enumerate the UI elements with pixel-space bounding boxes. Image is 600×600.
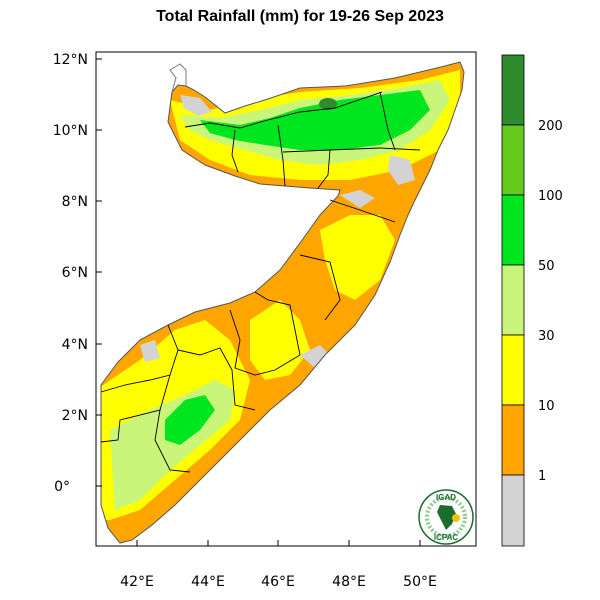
logo-top-text: IGAD	[436, 493, 456, 502]
colorbar-swatch-over-200	[501, 54, 525, 126]
colorbar-swatch-30-50	[501, 264, 525, 336]
somalia-outline	[100, 61, 465, 544]
rain-zone-10-30-east	[320, 215, 395, 300]
colorbar-swatch-100-200	[501, 124, 525, 196]
colorbar-label: 100	[538, 189, 563, 204]
lon-tick-label: 50°E	[403, 574, 437, 590]
colorbar-label: 50	[538, 259, 555, 274]
lat-tick-label: 4°N	[62, 337, 88, 353]
rain-zone-under-1-c	[340, 190, 375, 208]
colorbar-swatch-1-10	[501, 404, 525, 476]
lat-tick-label: 0°	[54, 479, 70, 495]
colorbar-swatch-10-30	[501, 334, 525, 406]
map-title: Total Rainfall (mm) for 19-26 Sep 2023	[156, 8, 444, 25]
rain-zone-10-30-central	[250, 300, 310, 380]
rain-zone-under-1	[180, 95, 212, 116]
lon-tick-label: 48°E	[332, 574, 366, 590]
colorbar-label: 200	[538, 119, 563, 134]
colorbar-label: 30	[538, 329, 555, 344]
colorbar-label: 1	[538, 469, 546, 484]
logo-bottom-text: ICPAC	[434, 533, 459, 542]
rain-zone-50-100	[165, 395, 215, 445]
rain-zone-50-100-north	[200, 90, 430, 150]
lat-tick-label: 6°N	[62, 265, 88, 281]
region-borders	[100, 91, 421, 473]
djibouti-border	[169, 63, 187, 93]
rain-zone-over-200	[319, 98, 337, 110]
lat-tick-label: 12°N	[53, 52, 88, 68]
lat-tick-label: 8°N	[62, 194, 88, 210]
lon-tick-label: 44°E	[191, 574, 225, 590]
axis-ticks	[96, 58, 421, 546]
icpac-logo: IGAD ICPAC	[418, 489, 474, 545]
colorbar	[501, 54, 525, 547]
colorbar-label: 10	[538, 399, 555, 414]
rain-zone-under-1-e	[140, 340, 160, 362]
rain-zone-under-1-d	[300, 345, 330, 368]
lon-tick-label: 46°E	[261, 574, 295, 590]
colorbar-swatch-50-100	[501, 194, 525, 266]
lat-tick-label: 2°N	[62, 408, 88, 424]
rain-zone-under-1-b	[388, 155, 415, 185]
lat-tick-label: 10°N	[53, 123, 88, 139]
colorbar-swatch-under-1	[501, 474, 525, 547]
lon-tick-label: 42°E	[120, 574, 154, 590]
